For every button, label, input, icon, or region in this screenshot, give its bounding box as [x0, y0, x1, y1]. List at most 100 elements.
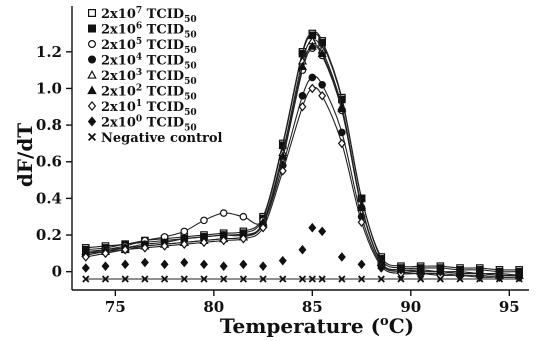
legend-marker	[87, 39, 96, 48]
data-point	[259, 261, 268, 271]
legend-label: 2x100 TCID50	[101, 115, 197, 134]
data-point	[81, 252, 90, 262]
data-point	[278, 255, 287, 266]
data-point	[180, 257, 189, 268]
legend-label: 2x104 TCID50	[101, 53, 197, 72]
data-point	[239, 259, 248, 270]
data-point	[239, 212, 248, 221]
data-point	[180, 227, 189, 236]
data-point	[239, 275, 248, 283]
y-tick-label: 1.0	[36, 79, 62, 97]
data-point	[121, 275, 129, 283]
data-point	[318, 226, 327, 237]
data-point	[180, 239, 189, 249]
legend-label: 2x107 TCID50	[101, 6, 197, 25]
y-tick-label: 0.2	[36, 226, 62, 244]
legend-marker	[87, 116, 97, 127]
y-tick-label: 0.8	[36, 116, 62, 134]
data-point	[140, 257, 149, 268]
data-point	[357, 259, 366, 270]
data-point	[456, 268, 465, 279]
y-tick-label: 0	[52, 263, 62, 281]
data-point	[81, 263, 90, 273]
data-point	[337, 252, 346, 262]
data-point	[318, 91, 327, 101]
data-point	[357, 217, 366, 227]
legend-item: 2x107 TCID50	[87, 6, 197, 25]
data-point	[200, 216, 208, 225]
plot-area	[81, 29, 524, 283]
x-tick-label: 85	[302, 298, 323, 316]
data-point	[278, 151, 288, 160]
legend-label: 2x101 TCID50	[101, 99, 197, 118]
data-point	[278, 166, 287, 176]
legend-marker	[87, 24, 96, 33]
data-point	[357, 275, 366, 283]
x-tick-label: 80	[203, 298, 224, 316]
legend-label: 2x102 TCID50	[101, 84, 197, 103]
x-tick-label: 75	[105, 298, 126, 316]
y-tick-label: 0.4	[36, 189, 62, 207]
data-point	[307, 41, 317, 50]
y-tick-label: 1.2	[36, 43, 62, 61]
legend-marker	[87, 70, 97, 79]
data-point	[199, 259, 208, 270]
data-point	[160, 241, 169, 251]
axes: 75 80 85 90 95 0 0.2 0.4 0.6 0.8 1.0 1.2	[36, 6, 529, 316]
legend-item: 2x100 TCID50	[87, 115, 197, 134]
y-axis-label: dF/dT	[13, 123, 37, 187]
data-point	[199, 237, 208, 248]
data-point	[141, 275, 149, 283]
x-tick-label: 90	[400, 298, 421, 316]
data-point	[396, 265, 405, 275]
legend-marker	[87, 9, 96, 18]
data-point	[279, 275, 287, 283]
data-point	[337, 138, 346, 149]
data-point	[308, 83, 317, 94]
legend-item: Negative control	[87, 131, 223, 146]
data-point	[338, 128, 346, 137]
legend-item: 2x102 TCID50	[87, 84, 197, 103]
data-point	[357, 202, 367, 212]
data-point	[397, 275, 405, 283]
data-point	[298, 275, 307, 283]
legend-label: 2x106 TCID50	[101, 22, 197, 41]
data-point	[515, 275, 523, 283]
data-point	[495, 275, 504, 283]
data-point	[297, 61, 308, 70]
data-point	[416, 266, 425, 277]
data-point	[200, 275, 208, 283]
series-7	[81, 222, 524, 281]
data-point	[298, 244, 307, 255]
data-point	[259, 222, 268, 233]
legend-item: 2x103 TCID50	[87, 68, 197, 87]
legend-item: 2x104 TCID50	[87, 53, 197, 72]
data-point	[308, 222, 317, 233]
data-point	[82, 275, 90, 283]
legend-item: 2x106 TCID50	[87, 22, 197, 41]
legend-marker	[87, 55, 96, 64]
series-8	[82, 275, 523, 283]
data-point	[377, 275, 385, 283]
legend-marker	[87, 85, 97, 95]
data-point	[337, 103, 347, 113]
data-point	[259, 275, 267, 283]
x-tick-label: 95	[499, 298, 520, 316]
data-point	[318, 275, 326, 283]
data-point	[436, 275, 444, 283]
data-point	[308, 275, 316, 283]
data-point	[180, 275, 188, 283]
data-point	[318, 80, 326, 89]
data-point	[436, 266, 445, 277]
data-point	[239, 233, 248, 244]
data-point	[308, 73, 317, 82]
data-point	[219, 209, 228, 217]
data-point	[476, 275, 484, 283]
data-point	[298, 91, 307, 100]
legend-label: Negative control	[101, 131, 223, 146]
legend-marker	[87, 100, 97, 112]
data-point	[140, 243, 149, 253]
data-point	[475, 268, 484, 279]
